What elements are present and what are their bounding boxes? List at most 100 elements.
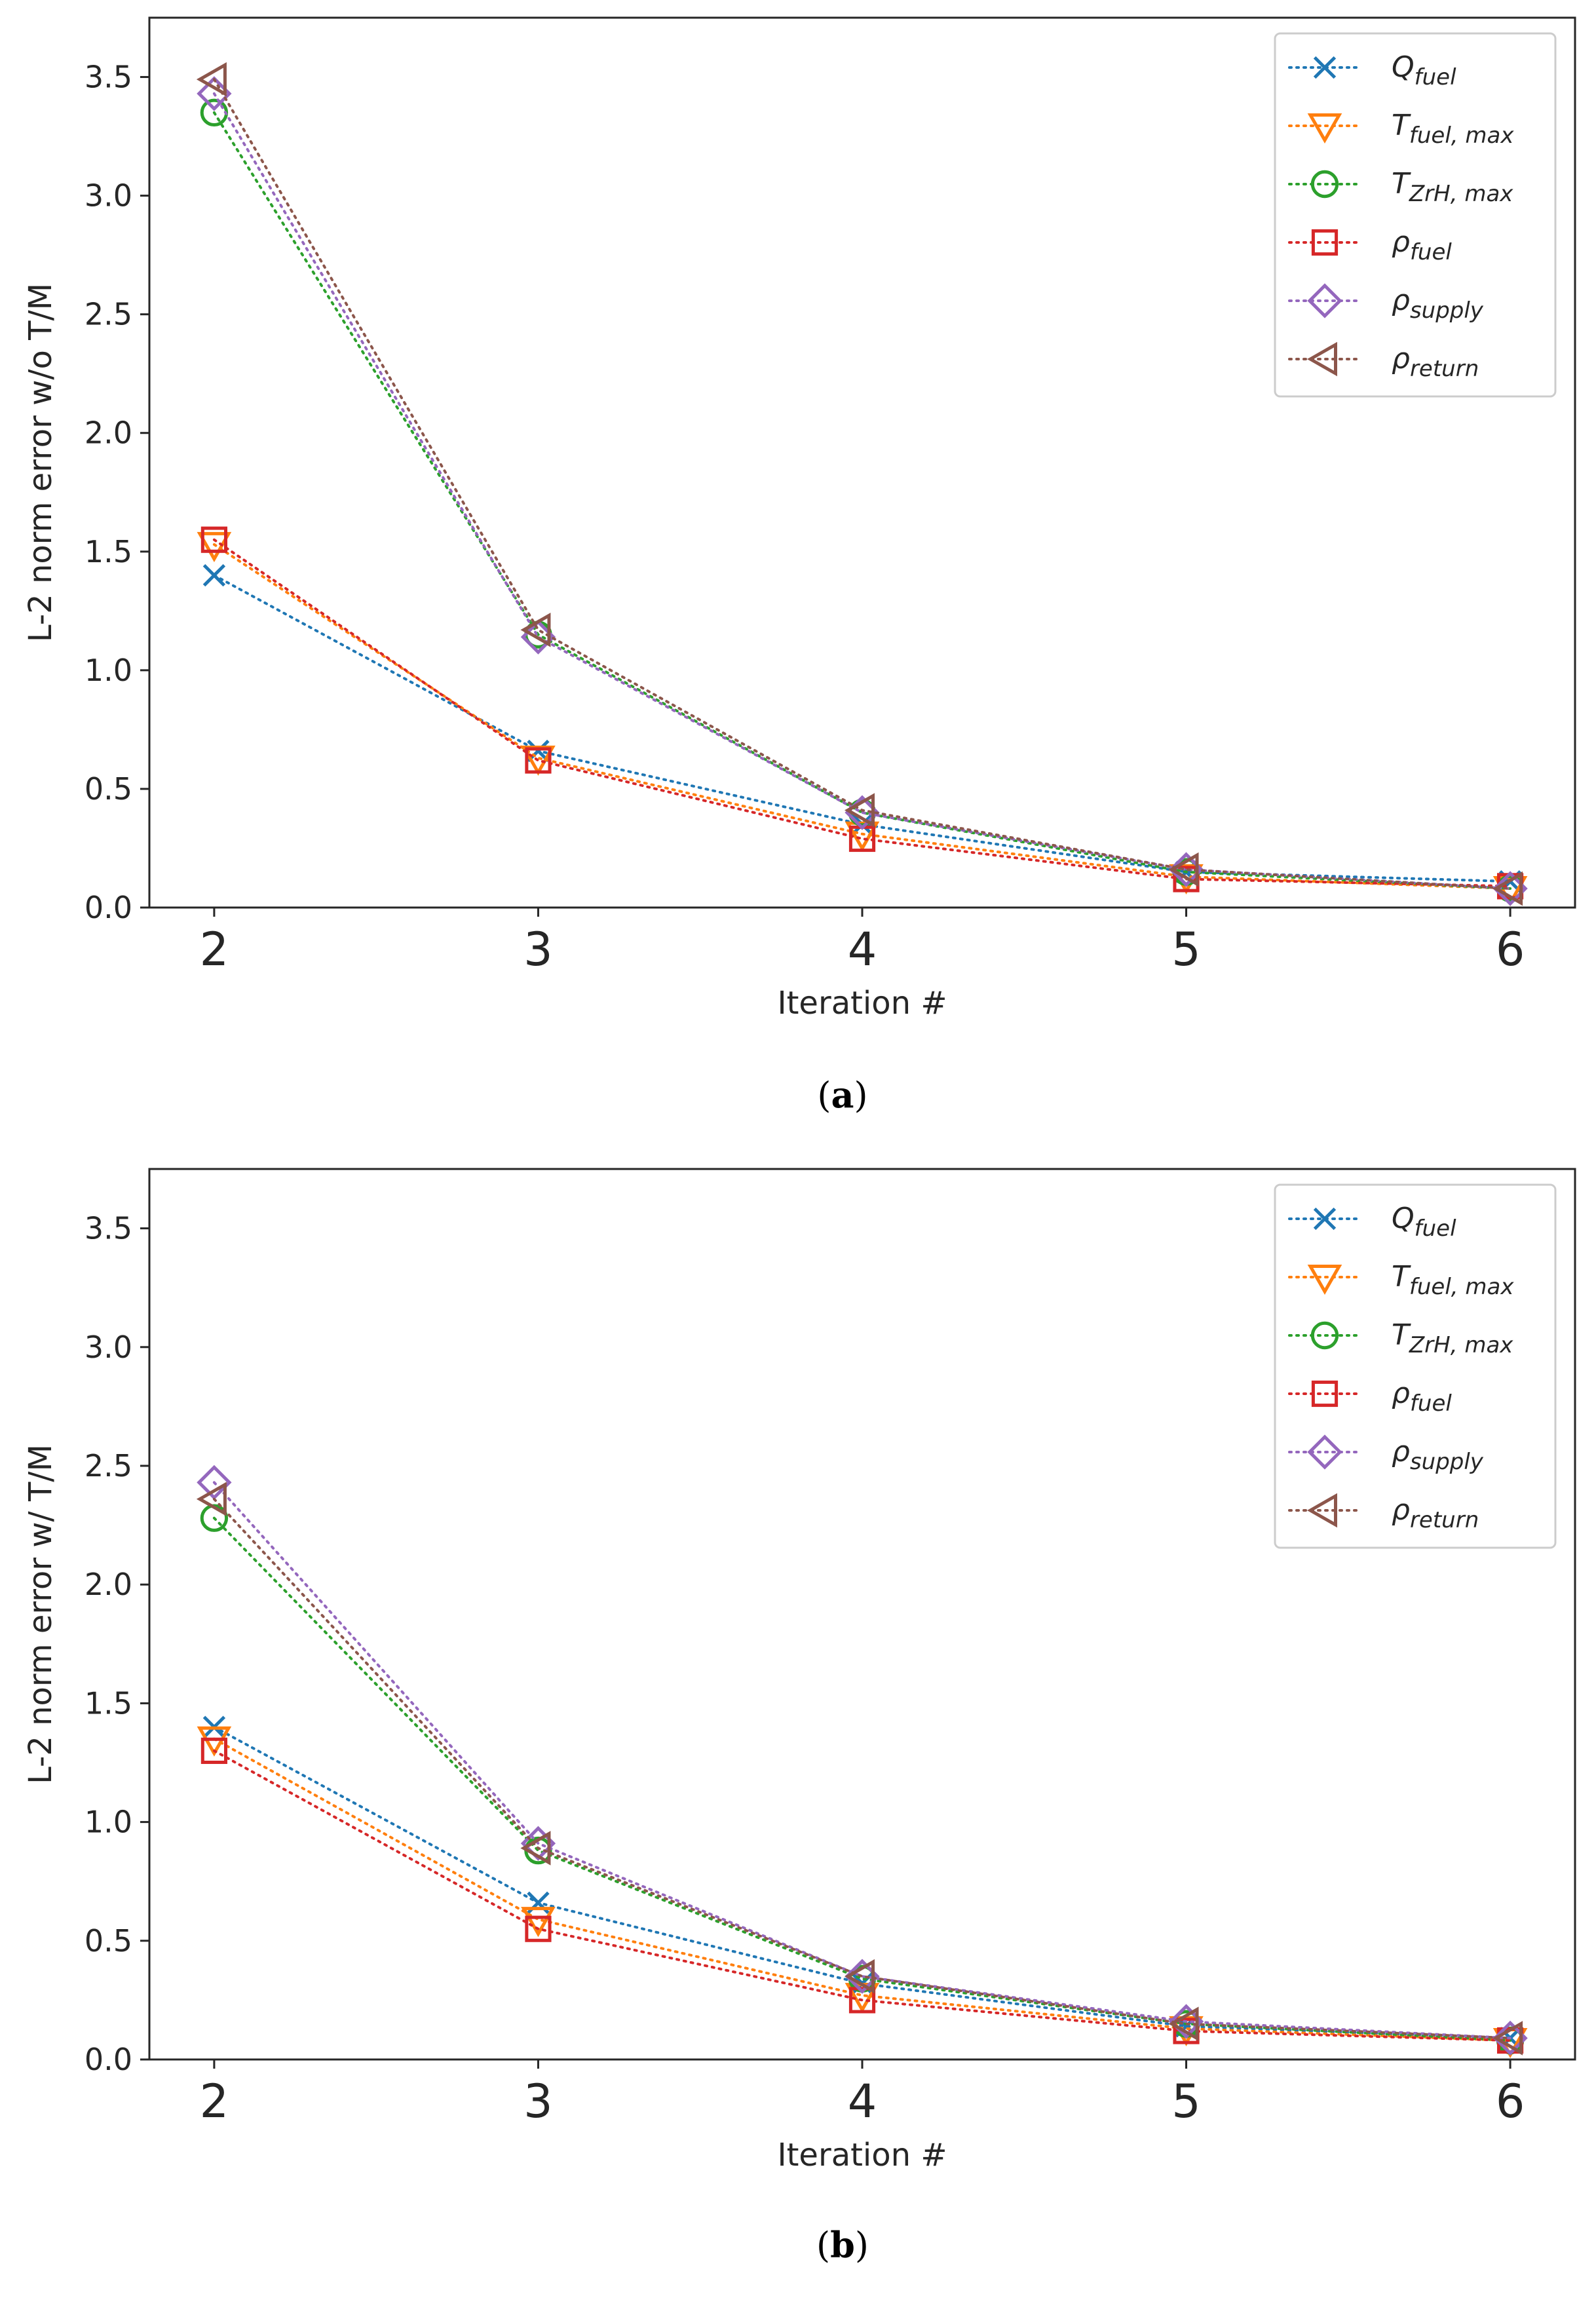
y-tick-label: 3.0 [85,1330,132,1365]
series-line [212,78,1512,890]
legend-symbol: ρ [1392,1377,1410,1410]
x-axis-label: Iteration # [777,985,947,1022]
legend-subscript: return [1410,356,1479,382]
legend-label: ρsupply [1392,284,1484,324]
caption-open-paren: ( [817,1075,831,1116]
legend-marker-square [1311,1380,1339,1408]
legend-label: Tfuel, max [1392,109,1514,149]
data-point-square [200,526,228,553]
caption-open-paren: ( [816,2225,830,2266]
legend-marker-x [1313,1207,1337,1231]
caption-letter: b [830,2224,855,2266]
series-line [212,538,1512,888]
y-tick-label: 3.5 [85,60,132,95]
legend-marker-circle [1310,170,1339,199]
legend-subscript: return [1410,1507,1479,1533]
data-point-triangle-left [196,1482,227,1517]
legend-item: ρfuel [1288,1377,1452,1417]
y-tick-label: 1.5 [85,534,132,569]
series-circle [200,1504,1525,2055]
legend-item: ρsupply [1288,1434,1484,1475]
y-axis-label: L-2 norm error w/o T/M [22,283,59,642]
series-triangle-left [196,1482,1523,2056]
legend-marker-triangle-left [1306,1493,1337,1528]
series-triangle-left [196,62,1523,906]
x-tick-label: 4 [848,2075,877,2128]
x-axis-label: Iteration # [777,2137,947,2174]
y-tick-label: 2.0 [85,415,132,451]
x-tick-label: 4 [848,923,877,976]
legend-marker-triangle-down [1307,1265,1342,1295]
legend-marker-square [1311,229,1339,256]
legend-subscript: supply [1410,297,1484,324]
series-line [212,92,1512,890]
legend-subscript: fuel [1410,239,1452,265]
series-x [202,1715,1522,2050]
series-line [212,1481,1512,2040]
legend-subscript: fuel, max [1409,123,1514,149]
y-tick-label: 3.0 [85,178,132,214]
data-point-triangle-left [844,793,875,828]
data-point-square [200,1737,228,1764]
y-tick-label: 0.5 [85,1923,132,1959]
data-point-x [202,564,226,587]
legend-symbol: ρ [1392,225,1410,259]
legend-label: ρreturn [1392,342,1479,382]
legend-marker-triangle-left [1306,341,1337,377]
legend-item: TZrH, max [1288,167,1513,207]
legend-subscript: fuel [1415,1216,1456,1242]
x-tick-label: 2 [200,2075,229,2128]
data-point-triangle-left [844,1959,875,1994]
legend-item: TZrH, max [1288,1318,1513,1358]
legend-label: Qfuel [1392,50,1456,90]
legend-item: Qfuel [1288,1202,1456,1242]
legend-symbol: ρ [1392,284,1410,317]
x-tick-label: 3 [523,923,553,976]
legend-subscript: ZrH, max [1409,1332,1513,1358]
series-triangle-down [197,1726,1528,2059]
legend-item: Qfuel [1288,50,1456,90]
legend-subscript: supply [1410,1449,1484,1475]
series-square [200,526,1524,900]
y-tick-label: 0.0 [85,890,132,925]
y-tick-label: 0.0 [85,2042,132,2077]
series-triangle-down [197,531,1528,907]
legend-symbol: T [1392,109,1411,142]
legend-subscript: fuel [1415,64,1456,90]
legend-marker-diamond [1307,283,1342,318]
legend-marker-triangle-down [1307,113,1342,144]
data-point-square [525,1915,552,1942]
data-point-triangle-left [1492,2021,1523,2056]
data-point-triangle-down [845,821,880,852]
y-tick-label: 1.0 [85,653,132,688]
series-line [212,1737,1512,2042]
legend-marker-diamond [1307,1434,1342,1470]
y-tick-label: 1.0 [85,1805,132,1840]
legend-item: ρfuel [1288,225,1452,265]
caption-close-paren: ) [854,1075,868,1116]
y-tick-label: 0.5 [85,771,132,807]
legend-marker-x [1313,56,1337,79]
chart-panel-a: 0.0 0.5 1.0 1.5 2.0 2.5 3.0 3.5 2 3 4 5 6 Iteration #… [22,16,1576,1116]
caption-close-paren: ) [855,2225,869,2266]
y-axis-label: L-2 norm error w/ T/M [22,1444,59,1784]
x-tick-label: 5 [1171,2075,1201,2128]
y-tick-label: 2.5 [85,297,132,332]
series-x [202,564,1522,893]
legend-symbol: T [1392,167,1411,201]
x-tick-label: 2 [200,923,229,976]
legend-label: ρsupply [1392,1435,1484,1475]
data-point-triangle-left [1168,2006,1199,2041]
x-tick-label: 5 [1171,923,1201,976]
series-line [212,1497,1512,2040]
data-point-triangle-down [521,745,556,776]
series-line [212,1749,1512,2042]
legend-label: ρreturn [1392,1493,1479,1533]
legend-box [1274,32,1557,398]
data-point-triangle-left [196,62,227,97]
legend-label: ρfuel [1392,1377,1452,1417]
data-point-square [525,747,552,774]
y-tick-label: 2.5 [85,1448,132,1484]
